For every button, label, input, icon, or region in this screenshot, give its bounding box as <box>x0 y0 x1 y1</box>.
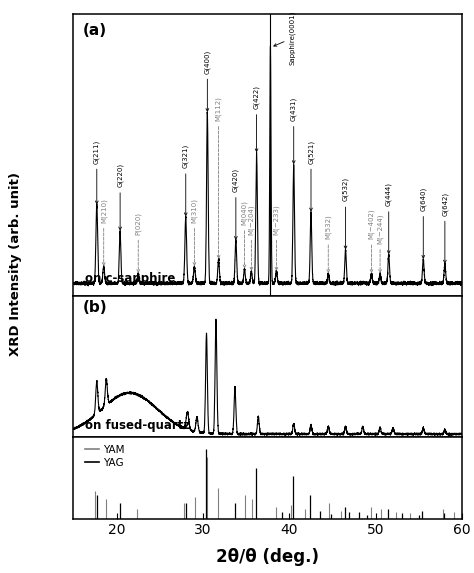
Text: G(400): G(400) <box>204 49 210 111</box>
Text: P(020): P(020) <box>135 211 142 272</box>
Text: G(431): G(431) <box>291 97 297 163</box>
Text: M(−402): M(−402) <box>368 209 375 272</box>
Text: 2θ/θ (deg.): 2θ/θ (deg.) <box>216 548 319 566</box>
Text: G(640): G(640) <box>420 187 427 258</box>
Text: G(532): G(532) <box>342 178 349 249</box>
Text: M(−233): M(−233) <box>273 204 280 270</box>
Text: (a): (a) <box>83 23 107 38</box>
Text: G(521): G(521) <box>308 139 314 211</box>
Text: M(−244): M(−244) <box>377 214 383 272</box>
Text: on c-sapphire: on c-sapphire <box>85 272 175 285</box>
Text: G(220): G(220) <box>117 163 123 230</box>
Text: G(420): G(420) <box>233 168 239 240</box>
Legend: YAM, YAG: YAM, YAG <box>81 441 129 472</box>
Text: G(444): G(444) <box>385 182 392 253</box>
Text: G(642): G(642) <box>442 191 448 263</box>
Text: M(040): M(040) <box>241 201 248 268</box>
Text: G(321): G(321) <box>182 144 189 215</box>
Text: G(422): G(422) <box>253 85 260 152</box>
Text: M(532): M(532) <box>325 215 331 272</box>
Text: M(−204): M(−204) <box>248 204 255 270</box>
Text: M(112): M(112) <box>215 96 222 258</box>
Text: on fused-quartz: on fused-quartz <box>85 419 191 431</box>
Text: G(211): G(211) <box>93 139 100 204</box>
Text: Sapphire(0001): Sapphire(0001) <box>274 11 296 65</box>
Text: M(210): M(210) <box>100 198 107 265</box>
Text: XRD Intensity (arb. unit): XRD Intensity (arb. unit) <box>9 171 22 356</box>
Text: M(310): M(310) <box>191 198 198 265</box>
Text: (b): (b) <box>83 300 108 316</box>
